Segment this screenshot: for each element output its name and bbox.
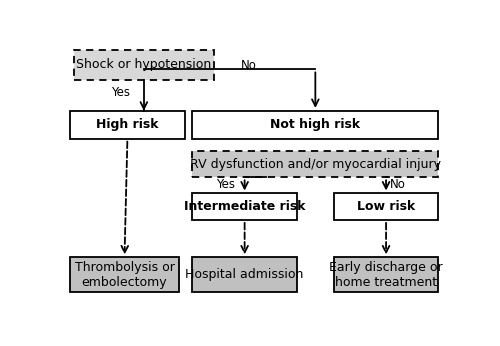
Text: Yes: Yes bbox=[216, 177, 235, 191]
Text: High risk: High risk bbox=[96, 118, 158, 131]
Text: Early discharge or
home treatment: Early discharge or home treatment bbox=[329, 261, 443, 289]
FancyBboxPatch shape bbox=[334, 193, 438, 220]
Text: Intermediate risk: Intermediate risk bbox=[184, 200, 306, 213]
FancyBboxPatch shape bbox=[74, 49, 214, 80]
FancyBboxPatch shape bbox=[192, 111, 438, 139]
Text: Thrombolysis or
embolectomy: Thrombolysis or embolectomy bbox=[74, 261, 174, 289]
FancyBboxPatch shape bbox=[70, 257, 179, 292]
Text: Shock or hypotension: Shock or hypotension bbox=[76, 58, 212, 71]
Text: No: No bbox=[390, 177, 406, 191]
FancyBboxPatch shape bbox=[334, 257, 438, 292]
Text: Yes: Yes bbox=[112, 86, 130, 99]
Text: Low risk: Low risk bbox=[357, 200, 415, 213]
Text: No: No bbox=[241, 59, 257, 72]
Text: Hospital admission: Hospital admission bbox=[186, 268, 304, 281]
FancyBboxPatch shape bbox=[70, 111, 184, 139]
Text: RV dysfunction and/or myocardial injury: RV dysfunction and/or myocardial injury bbox=[190, 157, 441, 171]
FancyBboxPatch shape bbox=[192, 257, 297, 292]
Text: Not high risk: Not high risk bbox=[270, 118, 360, 131]
FancyBboxPatch shape bbox=[192, 151, 438, 177]
FancyBboxPatch shape bbox=[192, 193, 297, 220]
